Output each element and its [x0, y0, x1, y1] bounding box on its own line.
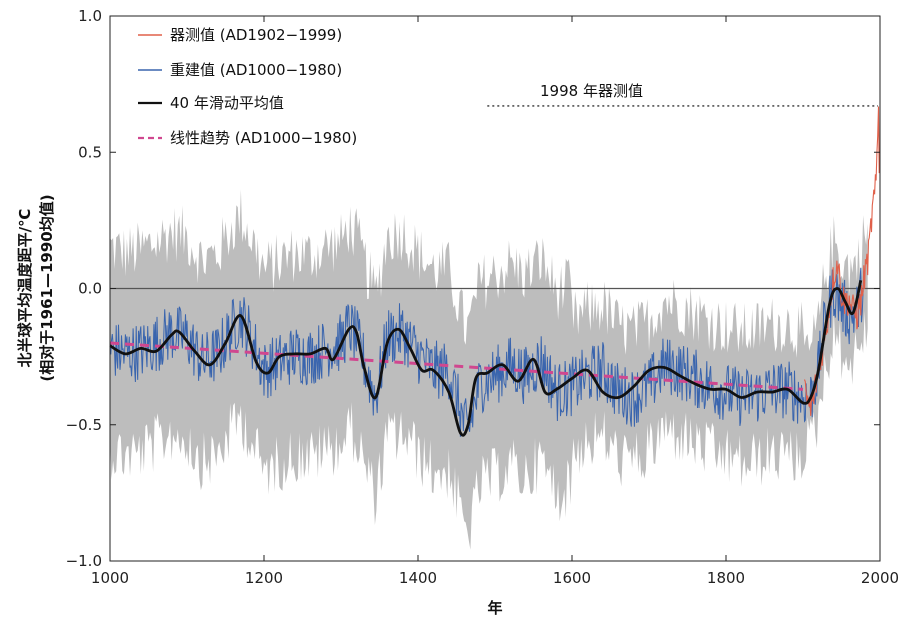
reconstruction-series-line — [109, 267, 866, 437]
y-tick-label: −1.0 — [66, 552, 102, 570]
y-tick-label: 0.5 — [78, 143, 102, 161]
x-tick-label: 1200 — [245, 569, 283, 587]
legend-label: 40 年滑动平均值 — [170, 94, 284, 112]
annotation-1998-label: 1998 年器测值 — [540, 82, 643, 100]
smoothed-series-line — [109, 279, 863, 437]
legend-label: 器测值 (AD1902−1999) — [170, 26, 342, 44]
y-tick-label: −0.5 — [66, 416, 102, 434]
legend: 器测值 (AD1902−1999) 重建值 (AD1000−1980) 40 年滑动… — [138, 26, 357, 147]
legend-label: 线性趋势 (AD1000−1980) — [170, 129, 357, 147]
x-axis-title: 年 — [487, 599, 502, 617]
y-axis-title-line2: (相对于1961—1990均值) — [38, 194, 56, 381]
annotation-layer: 1998 年器测值 — [487, 82, 878, 107]
x-tick-label: 1400 — [399, 569, 437, 587]
x-tick-label: 1600 — [553, 569, 591, 587]
legend-label: 重建值 (AD1000−1980) — [170, 61, 342, 79]
x-tick-label: 1800 — [707, 569, 745, 587]
series-layer — [109, 106, 880, 437]
x-tick-label: 2000 — [861, 569, 899, 587]
tick-layer: 1000 1200 1400 1600 1800 2000 1.0 0.5 0.0 −0.5 −1.… — [66, 7, 900, 587]
y-tick-label: 0.0 — [78, 280, 102, 298]
y-axis-title-line1: 北半球平均温度距平/℃ — [16, 209, 34, 368]
linear-trend-line — [109, 341, 804, 391]
x-tick-label: 1000 — [91, 569, 129, 587]
y-tick-label: 1.0 — [78, 7, 102, 25]
